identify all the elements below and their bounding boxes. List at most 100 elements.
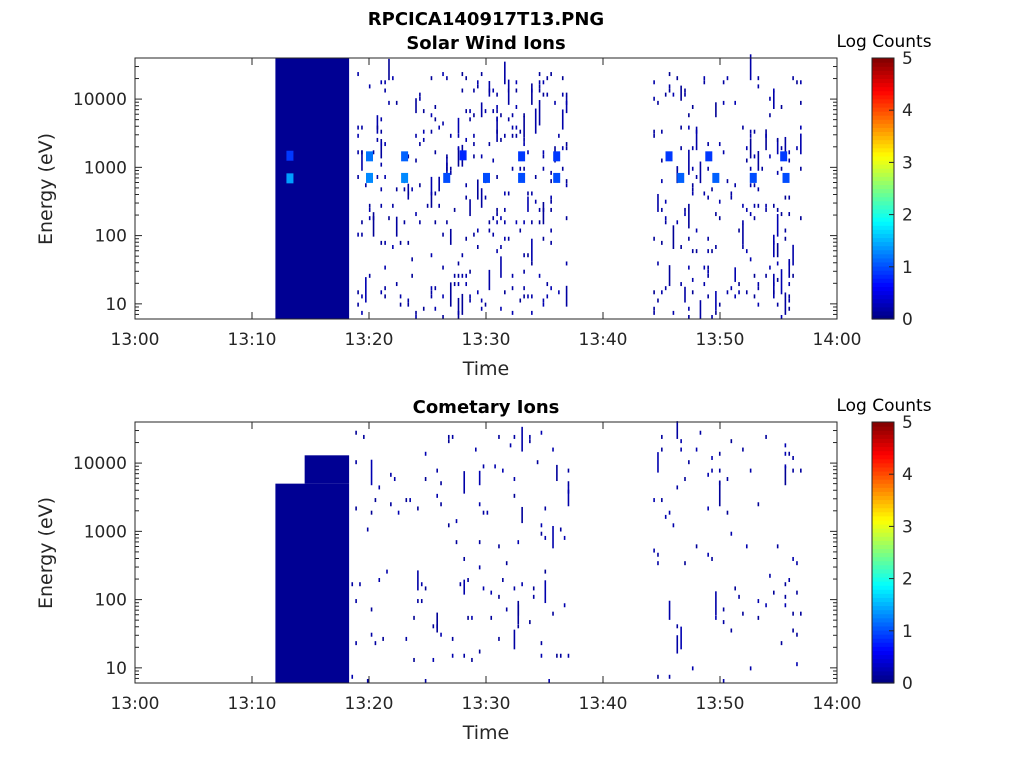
spectrogram-pixel [438, 125, 440, 130]
spectrogram-pixel [434, 286, 437, 291]
spectrogram-pixel [780, 104, 783, 109]
spectrogram-pixel [715, 244, 717, 249]
spectrogram-pixel [695, 544, 698, 549]
spectrogram-pixel [492, 88, 495, 93]
spectrogram-pixel [711, 556, 713, 561]
spectrogram-pixel [792, 273, 794, 278]
colorbar-segment [872, 458, 894, 464]
spectrogram-pixel [565, 100, 568, 105]
colorbar-segment [872, 66, 894, 71]
spectrogram-pixel [703, 265, 706, 270]
spectrogram-pixel [776, 302, 779, 307]
spectrogram-pixel [523, 220, 525, 225]
spectrogram-pixel [668, 265, 671, 287]
spectrogram-pixel [380, 290, 383, 295]
spectrogram-pixel [482, 510, 485, 515]
colorbar-segment [872, 519, 894, 525]
spectrogram-pixel [556, 653, 558, 658]
colorbar-segment [872, 454, 894, 460]
spectrogram-pixel [565, 261, 568, 266]
x-tick-label: 13:00 [111, 330, 160, 350]
spectrogram-block [275, 58, 350, 319]
spectrogram-pixel [757, 76, 760, 81]
spectrogram-pixel [527, 191, 529, 196]
spectrogram-pixel [653, 310, 655, 315]
colorbar-segment [872, 666, 894, 672]
spectrogram-pixel [691, 183, 694, 188]
colorbar-segment [872, 638, 894, 643]
spectrogram-pixel [515, 88, 518, 93]
plot-background [135, 422, 837, 683]
spectrogram-pixel [484, 195, 487, 200]
spectrogram-pixel [455, 519, 458, 524]
spectrogram-pixel [457, 273, 460, 278]
spectrogram-pixel [440, 502, 442, 507]
spectrogram-pixel [432, 624, 435, 629]
spectrogram-pixel [757, 203, 760, 208]
spectrogram-pixel [478, 565, 481, 570]
spectrogram-pixel [534, 199, 537, 204]
solar-wind-colorbar: 0 1 2 3 4 5 [871, 49, 913, 330]
y-tick-label: 10000 [73, 90, 127, 110]
colorbar-tick-label: 2 [902, 570, 913, 590]
spectrogram-pixel [680, 439, 682, 444]
spectrogram-pixel [473, 133, 475, 138]
spectrogram-pixel [531, 88, 533, 93]
spectrogram-pixel [788, 259, 791, 278]
spectrogram-pixel [405, 636, 408, 641]
colorbar-segment [872, 515, 894, 521]
spectrogram-pixel [680, 282, 682, 287]
spectrogram-pixel [688, 236, 690, 241]
spectrogram-pixel [504, 290, 506, 295]
spectrogram-pixel [796, 632, 798, 637]
spectrogram-pixel [457, 147, 460, 167]
spectrogram-pixel [393, 477, 396, 482]
colorbar-segment [872, 229, 894, 234]
spectrogram-pixel [531, 220, 533, 225]
spectrogram-pixel [552, 611, 554, 616]
spectrogram-pixel [565, 179, 568, 184]
spectrogram-pixel [753, 203, 756, 208]
colorbar-segment [872, 430, 894, 435]
spectrogram-pixel [384, 240, 386, 245]
spectrogram-pixel [469, 269, 471, 274]
spectrogram-pixel [668, 510, 671, 515]
spectrogram-pixel [384, 88, 386, 93]
spectrogram-pixel [446, 220, 448, 225]
colorbar-segment [872, 572, 894, 578]
spectrogram-pixel [424, 586, 427, 591]
spectrogram-pixel [478, 502, 481, 507]
spectrogram-pixel [788, 158, 791, 163]
spectrogram-pixel [515, 104, 518, 109]
spectrogram-pixel [676, 166, 679, 171]
spectrogram-pixel [380, 187, 383, 192]
colorbar-segment [872, 147, 894, 153]
spectrogram-pixel [521, 506, 523, 524]
spectrogram-pixel [419, 142, 421, 147]
spectrogram-pixel [661, 179, 663, 184]
spectrogram-pixel [657, 452, 659, 473]
spectrogram-pixel [523, 116, 525, 138]
spectrogram-pixel [527, 150, 529, 155]
y-tick-label: 1000 [84, 158, 127, 178]
spectrogram-pixel [372, 212, 375, 237]
colorbar-segment [872, 593, 894, 598]
spectrogram-pixel [757, 599, 760, 604]
spectrogram-pixel [780, 166, 783, 171]
colorbar-segment [872, 528, 894, 533]
spectrogram-pixel [457, 261, 460, 266]
colorbar-segment [872, 245, 894, 251]
spectrogram-pixel [478, 470, 481, 486]
spectrogram-pixel [653, 129, 655, 134]
spectrogram-pixel [788, 261, 791, 266]
spectrogram-pixel [691, 290, 694, 295]
spectrogram-pixel [784, 603, 787, 608]
spectrogram-pixel [430, 176, 433, 196]
spectrogram-pixel [680, 626, 682, 650]
spectrogram-pixel [480, 188, 483, 208]
spectrogram-pixel [442, 294, 444, 299]
spectrogram-pixel [565, 285, 568, 307]
spectrogram-pixel [498, 434, 500, 439]
spectrogram-pixel [561, 76, 564, 81]
spectrogram-pixel [773, 88, 775, 93]
